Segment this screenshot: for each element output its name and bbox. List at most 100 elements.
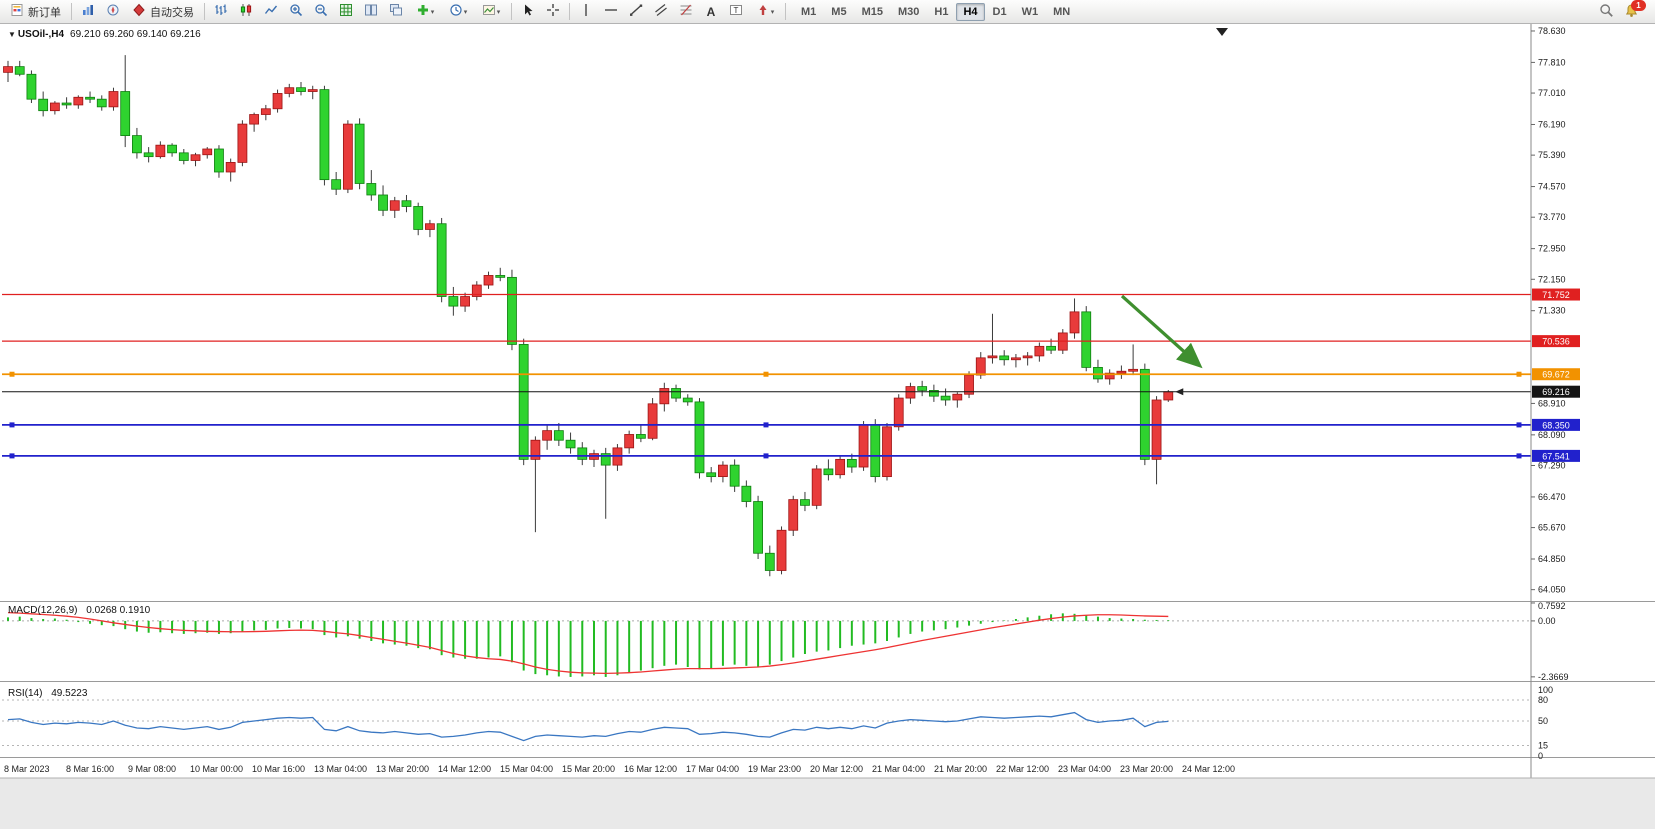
text-label-tool-button[interactable]: T	[724, 1, 748, 23]
bar-chart-button[interactable]	[209, 1, 233, 23]
candle-down	[401, 200, 412, 207]
candle-up	[284, 87, 295, 94]
autotrade-icon	[132, 3, 146, 20]
indicators-button[interactable]: ▾	[409, 1, 441, 23]
candle-down	[1081, 311, 1092, 368]
line-chart-button[interactable]	[259, 1, 283, 23]
candle-up	[471, 284, 482, 297]
candle-up	[202, 148, 213, 156]
line-handle[interactable]	[9, 422, 15, 428]
text-tool-button[interactable]: A	[699, 1, 723, 23]
timeframe-button-M5[interactable]: M5	[831, 5, 847, 18]
candle-down	[917, 386, 928, 391]
timeframe-button-W1[interactable]: W1	[1021, 5, 1039, 18]
chart-area[interactable]: 71.752 70.536 69.672 69.216 68.350 67.541 78.6…	[0, 24, 1655, 829]
candle-down	[26, 73, 37, 100]
chart-canvas[interactable]: 71.752 70.536 69.672 69.216 68.350 67.541 78.6…	[0, 24, 1655, 829]
candle-down	[319, 89, 330, 181]
candle-down	[296, 87, 306, 92]
candlestick-chart-button[interactable]	[234, 1, 258, 23]
arrows-tool-button[interactable]: ▾	[749, 1, 781, 23]
date-label: 13 Mar 04:00	[314, 764, 367, 774]
macd-tick-label: -2.3669	[1538, 672, 1569, 682]
new-order-button[interactable]: 新订单	[4, 0, 67, 24]
drawn-arrow[interactable]	[1120, 294, 1203, 369]
tile-grid-button[interactable]	[334, 1, 358, 23]
candle-down	[61, 102, 72, 106]
cursor-button[interactable]	[516, 1, 540, 23]
zoom-in-button[interactable]	[284, 1, 308, 23]
line-chart-icon	[264, 3, 278, 20]
trendline-tool-button[interactable]	[624, 1, 648, 23]
price-badge	[1532, 449, 1580, 462]
timeframe-button-H1[interactable]: H1	[934, 5, 949, 18]
candle-up	[237, 123, 248, 163]
trendline-icon	[629, 3, 643, 20]
channel-tool-button[interactable]	[649, 1, 673, 23]
candlestick-chart-icon	[239, 3, 253, 20]
date-label: 10 Mar 00:00	[190, 764, 243, 774]
date-label: 15 Mar 20:00	[562, 764, 615, 774]
candle-up	[1022, 355, 1033, 359]
timeframe-button-M30[interactable]: M30	[897, 5, 920, 18]
rsi-tick-label: 80	[1538, 695, 1548, 705]
price-badge-label: 68.350	[1542, 420, 1570, 430]
periods-button[interactable]: ▾	[442, 1, 474, 23]
date-label: 14 Mar 12:00	[438, 764, 491, 774]
crosshair-button[interactable]	[541, 1, 565, 23]
candle-down	[635, 434, 646, 439]
timeframe-button-MN[interactable]: MN	[1053, 5, 1071, 18]
line-handle[interactable]	[1516, 453, 1522, 459]
timeframe-toolbar: M1 M5 M15 M30 H1 H4 D1 W1 MN	[794, 2, 1077, 21]
navigator-button[interactable]	[101, 1, 125, 23]
candle-down	[507, 276, 517, 345]
line-handle[interactable]	[9, 453, 15, 459]
candle-down	[671, 388, 681, 399]
status-strip	[0, 778, 1655, 829]
chart-shift-marker[interactable]	[1216, 28, 1228, 36]
line-handle[interactable]	[9, 371, 15, 377]
toolbar-separator	[569, 3, 570, 20]
line-handle[interactable]	[763, 453, 769, 459]
line-handle[interactable]	[763, 371, 769, 377]
channel-icon	[654, 3, 668, 20]
date-label: 19 Mar 23:00	[748, 764, 801, 774]
svg-text:T: T	[734, 6, 739, 15]
tile-windows-icon	[364, 3, 378, 20]
date-label: 22 Mar 12:00	[996, 764, 1049, 774]
line-handle[interactable]	[1516, 371, 1522, 377]
price-tick-label: 78.630	[1538, 26, 1566, 36]
candle-down	[694, 401, 705, 474]
timeframe-button-M1[interactable]: M1	[801, 5, 817, 18]
candle-up	[1151, 399, 1162, 460]
market-watch-button[interactable]	[76, 1, 100, 23]
cascade-windows-button[interactable]	[384, 1, 408, 23]
templates-button[interactable]: ▾	[475, 1, 507, 23]
notifications-button[interactable]: 1	[1619, 0, 1646, 23]
zoom-out-button[interactable]	[309, 1, 333, 23]
price-tick-label: 76.190	[1538, 119, 1566, 129]
candle-down	[178, 152, 189, 161]
line-handle[interactable]	[1516, 422, 1522, 428]
candle-down	[846, 458, 857, 468]
candle-down	[85, 96, 95, 100]
candle-up	[1011, 357, 1021, 361]
cursor-icon	[521, 3, 535, 20]
candle-up	[460, 296, 470, 307]
candle-down	[600, 453, 611, 466]
timeframe-button-H4[interactable]: H4	[956, 2, 985, 21]
horizontal-line-tool-button[interactable]	[599, 1, 623, 23]
fibonacci-tool-button[interactable]	[674, 1, 698, 23]
timeframe-button-M15[interactable]: M15	[861, 5, 883, 18]
candle-up	[425, 223, 435, 230]
price-badge-label: 71.752	[1542, 290, 1570, 300]
vertical-line-icon	[579, 3, 593, 20]
timeframe-button-D1[interactable]: D1	[992, 5, 1007, 18]
toolbar-separator	[511, 3, 512, 20]
line-handle[interactable]	[763, 422, 769, 428]
vertical-line-tool-button[interactable]	[574, 1, 598, 23]
price-tick-label: 74.570	[1538, 182, 1566, 192]
search-button[interactable]	[1594, 1, 1618, 23]
tile-windows-button[interactable]	[359, 1, 383, 23]
autotrade-button[interactable]: 自动交易	[126, 0, 200, 24]
